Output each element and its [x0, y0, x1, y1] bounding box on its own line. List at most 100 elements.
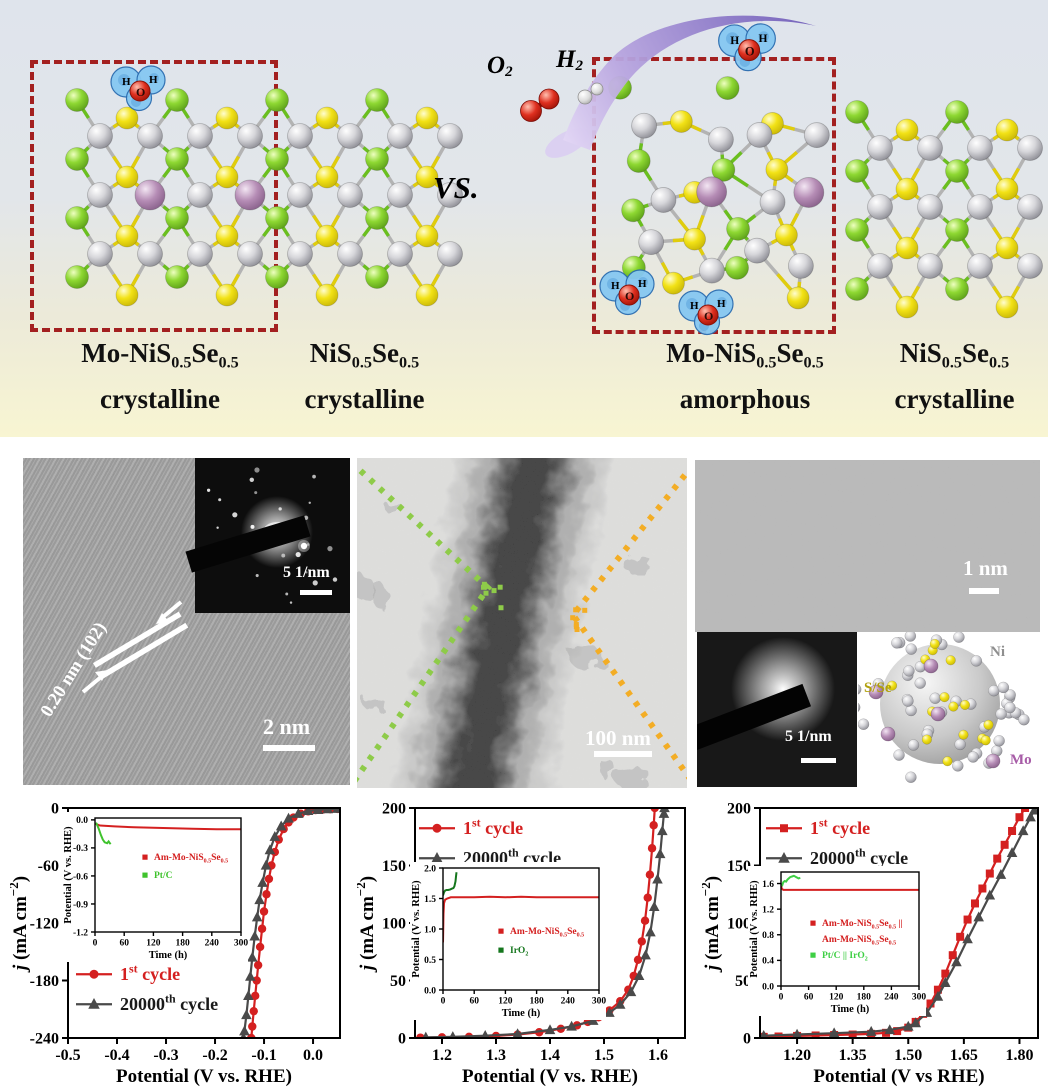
phase-label: crystalline: [894, 384, 1015, 415]
legend-label: 1st cycle: [463, 815, 523, 838]
phase-label: crystalline: [304, 384, 425, 415]
y-tick-label: -0.3: [73, 844, 88, 854]
saed-scale-bar: [300, 590, 332, 595]
ni-atom: [337, 182, 363, 208]
ni-atom: [707, 126, 734, 153]
ni-atom: [387, 241, 413, 267]
y-tick-label: 0.5: [424, 956, 436, 966]
ni-atom: [437, 241, 463, 267]
x-tick-label: 1.65: [950, 1047, 978, 1064]
x-tick-label: 60: [469, 997, 479, 1007]
mo-atom: [923, 658, 939, 674]
y-tick-label: 1.0: [424, 925, 436, 935]
y-tick-label: 50: [735, 973, 751, 990]
mo-atom: [880, 726, 896, 742]
water-splitting-stability-inset: 0 60 120 180 240 300 0.0 0.4 0.8 1.2 1.6 Time (h) Po…: [748, 866, 926, 1016]
o2-label: O2: [487, 52, 513, 81]
hrtem-overlay: [23, 458, 350, 785]
ni-atom: [87, 182, 113, 208]
water-splitting-lsv-chart: 1.20 1.35 1.50 1.65 1.80 0 50 100 150 200 Potentia…: [698, 798, 1048, 1090]
water-h-label: H: [149, 74, 158, 86]
mo-atom: [793, 177, 825, 208]
y-tick-label: 0: [398, 1031, 406, 1048]
x-tick-label: 1.50: [894, 1047, 922, 1064]
formula-nisse-crystalline-2: NiS0.5Se0.5: [899, 338, 1010, 372]
x-tick-label: -0.2: [202, 1047, 227, 1064]
hrtem-amorphous-panel: 1 nm: [695, 460, 1040, 632]
ni-atom: [967, 194, 993, 220]
ni-atom: [698, 257, 725, 284]
saed-scale-bar: [801, 758, 836, 763]
x-tick-label: 300: [592, 997, 606, 1007]
x-axis-label: Potential (V vs. RHE): [116, 1066, 292, 1087]
y-tick-label: -1.2: [73, 928, 88, 938]
y-tick-label: 1.2: [762, 905, 774, 915]
ni-atom: [631, 112, 657, 139]
saed-scale-label: 5 1/nm: [785, 728, 832, 745]
ni-atom: [137, 241, 163, 267]
water-h-label: H: [690, 300, 699, 312]
sse-atom-label: S/Se: [864, 680, 892, 696]
her-lsv-chart: -0.5 -0.4 -0.3 -0.2 -0.1 0.0 0 -60 -120 -180 -240 P…: [6, 798, 350, 1090]
legend-label: IrO2: [510, 946, 528, 958]
atom-cluster-model-panel: Ni S/Se Mo: [858, 632, 1048, 787]
ni-atom: [337, 241, 363, 267]
ni-atom: [746, 122, 773, 148]
water-h-label: H: [759, 33, 768, 45]
ni-atom: [187, 241, 213, 267]
h2-molecule: [577, 89, 593, 105]
x-tick-label: 120: [146, 939, 161, 949]
y-tick-label: 0: [743, 1031, 751, 1048]
x-tick-label: 240: [205, 939, 220, 949]
x-tick-label: 300: [912, 993, 926, 1003]
water-o-label: O: [704, 309, 713, 323]
water-h-label: H: [611, 280, 620, 292]
ni-atom: [437, 123, 463, 149]
legend-label: 1st cycle: [120, 961, 180, 984]
arrow-icon: [95, 670, 108, 681]
water-h-label: H: [717, 298, 726, 310]
beam-stopper: [185, 515, 311, 573]
h2-label: H2: [556, 46, 583, 75]
ni-atom: [187, 123, 213, 149]
x-tick-label: -0.4: [104, 1047, 129, 1064]
o2-molecule: [520, 100, 542, 122]
y-tick-label: 0.0: [76, 816, 88, 826]
vs-label: VS.: [433, 170, 479, 205]
legend-label: 1st cycle: [810, 815, 870, 838]
scale-bar-label: 2 nm: [263, 714, 311, 739]
scale-bar-label: 100 nm: [585, 726, 651, 750]
y-tick-label: 100: [727, 916, 751, 933]
label-group-1: Mo-NiS0.5Se0.5 crystalline: [40, 338, 280, 414]
saed-amorphous-panel: 5 1/nm: [697, 632, 857, 787]
ni-atom: [287, 182, 313, 208]
label-group-2: NiS0.5Se0.5 crystalline: [282, 338, 447, 414]
x-axis-label: Time (h): [831, 1004, 870, 1015]
mo-atom: [930, 706, 946, 722]
orange-dashed-link: [569, 467, 687, 780]
ni-atom: [917, 253, 943, 279]
label-group-4: NiS0.5Se0.5 crystalline: [872, 338, 1037, 414]
saed-halo: [697, 637, 835, 753]
y-tick-label: -240: [30, 1031, 59, 1048]
x-tick-label: 1.6: [648, 1047, 668, 1064]
x-axis-label: Time (h): [502, 1008, 541, 1019]
y-tick-label: 100: [382, 916, 406, 933]
scale-bar-label: 1 nm: [963, 556, 1008, 580]
x-tick-label: -0.3: [153, 1047, 178, 1064]
y-tick-label: 0.8: [762, 931, 774, 941]
y-tick-label: 200: [727, 801, 751, 818]
ni-atom: [967, 135, 993, 161]
legend-label: Am-Mo-NiS0.5Se0.5: [822, 935, 896, 947]
y-axis-label: Potential (V vs. RHE): [749, 880, 760, 978]
tem-nanowire-panel: 100 nm: [357, 458, 687, 788]
ni-atom: [87, 241, 113, 267]
atom-cluster-model: [858, 632, 1030, 783]
structure-scene: H HOH HOH HOH HO: [65, 15, 1043, 336]
y-tick-label: -60: [38, 858, 59, 875]
x-tick-label: 180: [529, 997, 544, 1007]
x-axis-label: Time (h): [149, 950, 188, 961]
x-tick-label: 0: [441, 997, 446, 1007]
ni-atom: [917, 194, 943, 220]
